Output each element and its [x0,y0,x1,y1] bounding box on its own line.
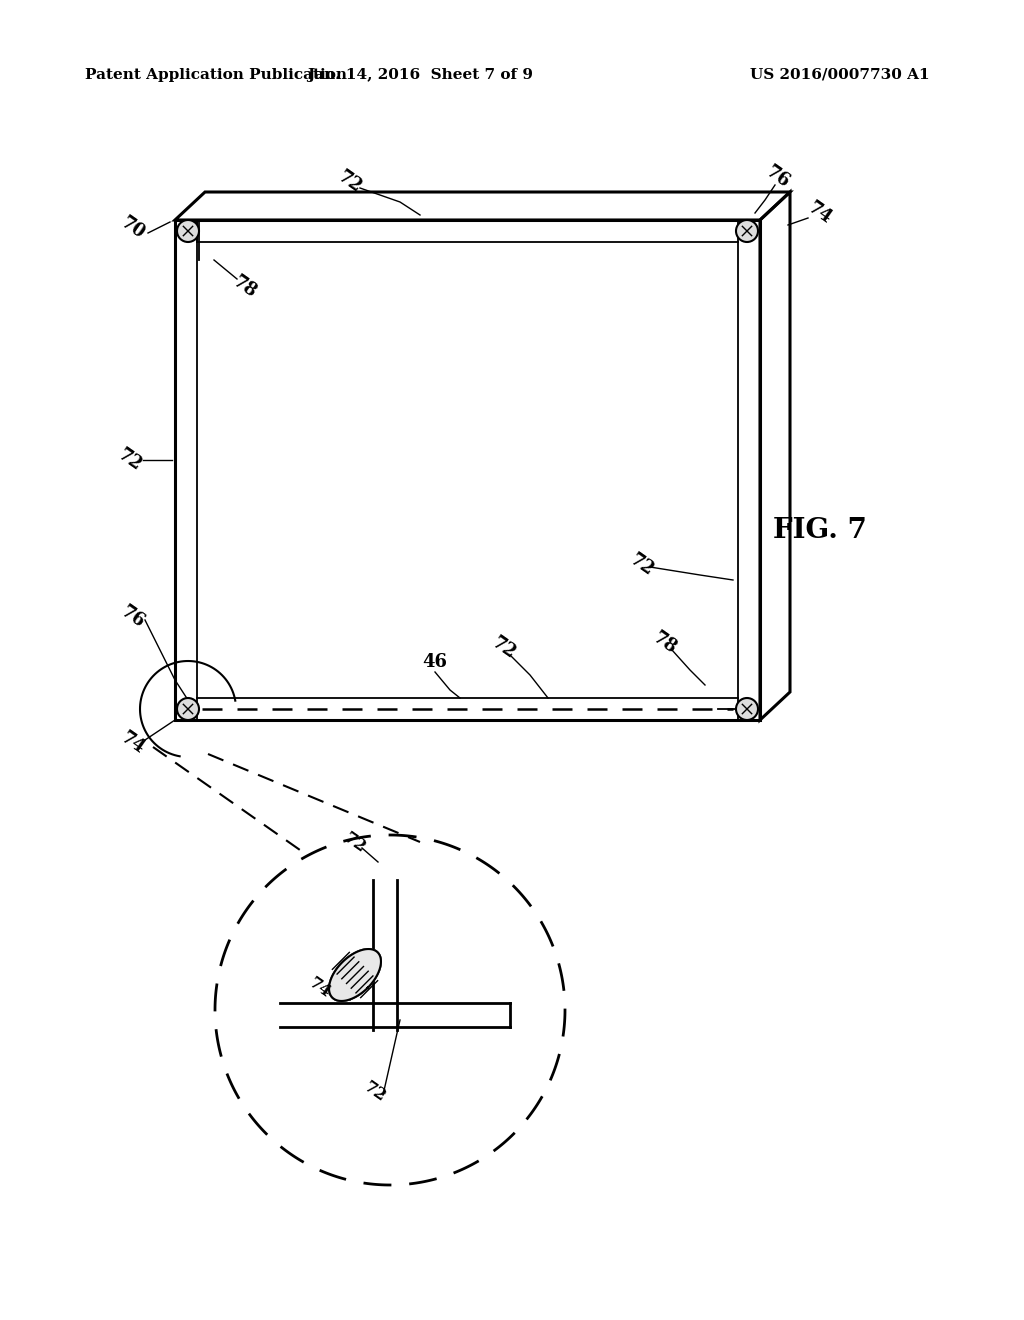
Text: 76: 76 [763,162,794,191]
Text: US 2016/0007730 A1: US 2016/0007730 A1 [750,69,930,82]
Text: FIG. 7: FIG. 7 [773,516,867,544]
Text: 70: 70 [118,214,148,243]
Polygon shape [329,949,381,1001]
Text: 72: 72 [335,168,366,197]
Text: 74: 74 [305,974,335,1002]
Text: 78: 78 [649,628,680,657]
Text: 46: 46 [423,653,447,671]
Text: 72: 72 [341,829,370,857]
Text: Jan. 14, 2016  Sheet 7 of 9: Jan. 14, 2016 Sheet 7 of 9 [307,69,534,82]
Text: 74: 74 [805,198,836,227]
Circle shape [177,220,199,242]
Circle shape [736,698,758,719]
Text: 74: 74 [118,729,148,758]
Text: 72: 72 [627,550,657,579]
Circle shape [736,220,758,242]
Text: 72: 72 [115,445,145,475]
Circle shape [177,698,199,719]
Text: 78: 78 [229,272,260,301]
Text: 72: 72 [488,634,519,663]
Text: 76: 76 [118,602,148,631]
Text: 72: 72 [360,1078,389,1106]
Text: Patent Application Publication: Patent Application Publication [85,69,347,82]
